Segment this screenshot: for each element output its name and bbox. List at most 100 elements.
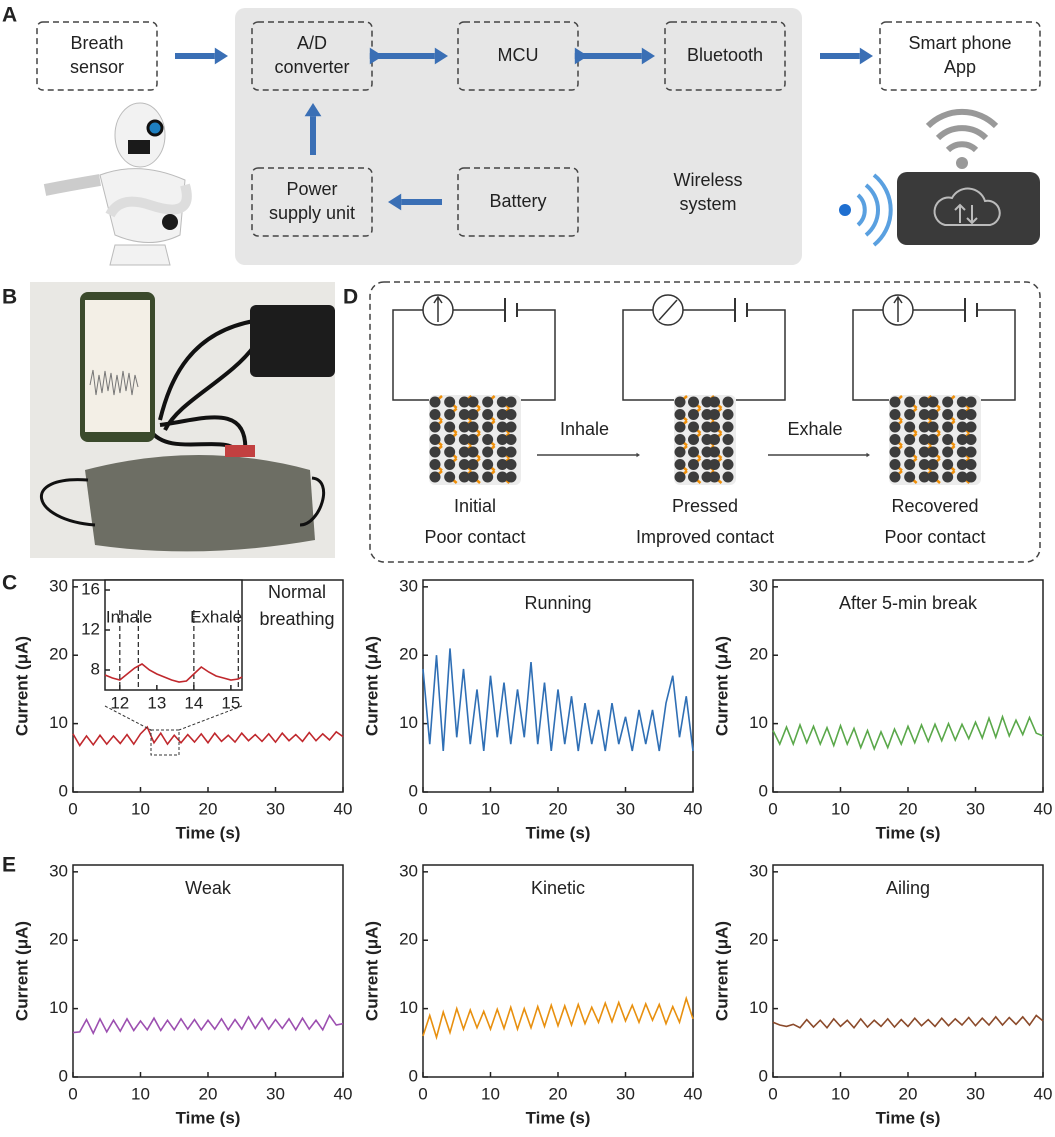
chart-annotation: Normal	[268, 582, 326, 602]
particle	[444, 434, 456, 445]
particle	[482, 434, 494, 445]
particle	[674, 459, 686, 470]
particle	[965, 459, 977, 470]
particle	[467, 409, 479, 420]
particle	[496, 396, 508, 408]
group-label: Wireless	[673, 170, 742, 190]
particle	[918, 421, 930, 433]
y-axis-title: Current (μA)	[712, 636, 731, 736]
x-tick-label: 13	[147, 693, 166, 712]
chart-title: Ailing	[886, 878, 930, 898]
panel-label: B	[2, 286, 17, 309]
particle	[889, 459, 901, 470]
data-line	[422, 995, 694, 1041]
particle	[889, 396, 901, 408]
y-tick-label: 20	[749, 930, 768, 949]
particle	[688, 471, 699, 483]
data-line	[772, 1014, 1044, 1030]
plot-frame	[72, 864, 344, 1078]
arrow-head	[859, 47, 873, 65]
block	[251, 167, 373, 237]
particle	[482, 409, 494, 420]
block-label: Bluetooth	[687, 45, 763, 65]
particle	[904, 459, 916, 470]
particle	[674, 446, 686, 458]
particle	[688, 459, 699, 470]
robot-illustration	[43, 102, 192, 266]
particle	[674, 471, 686, 483]
data-line	[104, 663, 243, 683]
circuit-wire	[852, 309, 1016, 401]
x-tick-label: 10	[131, 799, 150, 818]
x-tick-label: 40	[334, 799, 353, 818]
particle	[688, 421, 699, 433]
particle	[688, 396, 699, 408]
particle	[927, 396, 939, 408]
particle	[918, 459, 930, 470]
arrow-head	[304, 103, 322, 117]
data-line	[72, 1013, 344, 1036]
x-axis-title: Time (s)	[876, 1108, 941, 1127]
y-tick-label: 12	[81, 619, 100, 638]
y-tick-label: 0	[759, 781, 768, 800]
plot-frame	[104, 579, 243, 691]
particle	[709, 446, 720, 458]
particle	[496, 471, 508, 483]
particle	[444, 446, 456, 458]
x-tick-label: 40	[334, 1084, 353, 1103]
phase-label: Inhale	[106, 607, 152, 626]
y-axis-title: Current (μA)	[362, 921, 381, 1021]
y-tick-label: 10	[399, 713, 418, 732]
x-tick-label: 12	[110, 693, 129, 712]
y-tick-label: 20	[49, 930, 68, 949]
plot-frame	[422, 579, 694, 793]
x-tick-label: 30	[616, 799, 635, 818]
particle	[444, 459, 456, 470]
y-tick-label: 10	[49, 713, 68, 732]
plot-frame	[772, 579, 1044, 793]
x-tick-label: 0	[68, 1084, 77, 1103]
x-tick-label: 20	[899, 799, 918, 818]
particle	[458, 409, 470, 420]
chart-title: Kinetic	[531, 878, 585, 898]
x-tick-label: 30	[616, 1084, 635, 1103]
particle	[444, 396, 456, 408]
arrow-head	[434, 47, 448, 65]
x-tick-label: 10	[131, 1084, 150, 1103]
particle	[458, 446, 470, 458]
arrow-head	[641, 47, 655, 65]
particle	[889, 421, 901, 433]
particle	[904, 409, 916, 420]
particle	[722, 471, 734, 483]
zoom-box	[150, 729, 180, 756]
arrow-head	[369, 47, 383, 65]
particle	[467, 434, 479, 445]
y-tick-label: 30	[399, 576, 418, 595]
particle	[942, 459, 954, 470]
particle	[918, 409, 930, 420]
state-label: Recovered	[891, 496, 978, 516]
x-tick-label: 0	[418, 799, 427, 818]
x-tick-label: 20	[199, 799, 218, 818]
particle	[927, 409, 939, 420]
particle	[889, 471, 901, 483]
data-line	[772, 714, 1044, 752]
panel-label: D	[343, 286, 358, 309]
x-tick-label: 10	[831, 799, 850, 818]
x-tick-label: 0	[418, 1084, 427, 1103]
particle	[927, 446, 939, 458]
block-label: Power	[286, 179, 337, 199]
particle	[688, 446, 699, 458]
plot-frame	[772, 864, 1044, 1078]
particle	[482, 459, 494, 470]
transition-label: Exhale	[787, 419, 842, 439]
particle	[927, 421, 939, 433]
particle	[889, 446, 901, 458]
x-tick-label: 30	[266, 799, 285, 818]
particle	[722, 459, 734, 470]
arrow-head	[214, 47, 228, 65]
circuit-wire	[622, 309, 786, 401]
particle	[927, 459, 939, 470]
x-tick-label: 30	[266, 1084, 285, 1103]
particle	[956, 396, 968, 408]
